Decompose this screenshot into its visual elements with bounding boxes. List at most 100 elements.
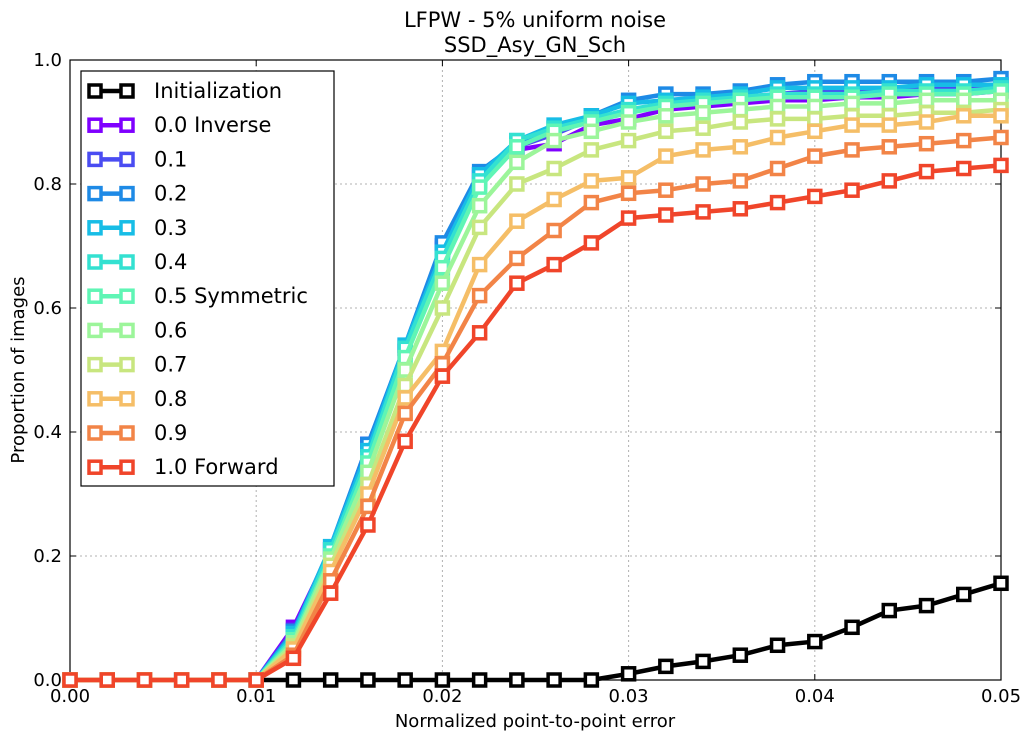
data-point — [769, 194, 786, 211]
y-tick-label: 0.8 — [33, 174, 62, 195]
legend-label: 1.0 Forward — [154, 455, 279, 479]
data-point — [732, 647, 749, 663]
data-point — [956, 160, 972, 177]
y-tick-label: 1.0 — [33, 50, 62, 71]
data-point — [658, 207, 674, 223]
data-point — [807, 123, 823, 140]
data-point — [956, 108, 972, 124]
data-point — [434, 275, 451, 291]
data-point — [583, 194, 600, 211]
data-point — [769, 98, 786, 115]
legend-swatch-marker — [87, 151, 103, 168]
data-point — [322, 585, 339, 601]
data-point — [434, 300, 451, 316]
data-point — [583, 123, 600, 140]
x-tick-label: 0.00 — [50, 686, 90, 707]
data-point — [956, 132, 972, 149]
legend-label: 0.0 Inverse — [154, 113, 271, 137]
data-point — [993, 129, 1009, 146]
data-point — [807, 111, 823, 127]
data-point — [881, 602, 898, 619]
legend-swatch-marker — [119, 391, 135, 407]
data-point — [509, 672, 525, 688]
legend-label: Initialization — [154, 79, 282, 103]
data-point — [732, 201, 749, 217]
data-point — [881, 95, 898, 112]
data-point — [620, 666, 637, 682]
legend-swatch-marker — [119, 83, 135, 99]
data-point — [769, 111, 786, 127]
data-point — [881, 139, 898, 155]
data-point — [285, 672, 302, 688]
data-point — [471, 287, 488, 304]
data-point — [844, 117, 860, 133]
data-point — [509, 176, 525, 192]
legend-swatch-marker — [119, 356, 135, 373]
legend-label: 0.1 — [154, 147, 187, 171]
data-point — [918, 135, 935, 152]
data-point — [471, 256, 488, 273]
data-point — [620, 185, 637, 202]
data-point — [993, 108, 1009, 124]
legend-swatch-marker — [87, 425, 103, 441]
data-point — [620, 210, 637, 226]
legend-swatch-marker — [87, 356, 103, 373]
legend-label: 0.7 — [154, 353, 187, 377]
legend-entry: 0.2 — [87, 182, 187, 206]
data-point — [658, 148, 674, 164]
legend-entry: 0.7 — [87, 353, 187, 377]
legend-entry: Initialization — [87, 79, 282, 103]
data-point — [546, 672, 562, 688]
data-point — [918, 92, 935, 109]
data-point — [211, 672, 227, 688]
data-point — [658, 108, 674, 124]
data-point — [434, 368, 451, 384]
data-point — [695, 204, 711, 220]
data-point — [844, 95, 860, 112]
legend-swatch-marker — [119, 254, 135, 270]
data-point — [695, 104, 711, 121]
data-point — [360, 672, 376, 688]
legend-entry: 0.1 — [87, 147, 187, 171]
data-point — [918, 114, 935, 130]
legend-swatch-marker — [87, 117, 103, 133]
data-point — [918, 597, 935, 614]
x-tick-label: 0.04 — [795, 686, 835, 707]
legend-swatch-marker — [119, 220, 135, 236]
legend-label: 0.9 — [154, 421, 187, 445]
data-point — [732, 114, 749, 130]
data-point — [546, 160, 562, 177]
y-tick-label: 0.2 — [33, 546, 62, 567]
data-point — [732, 173, 749, 189]
data-point — [807, 148, 823, 164]
legend: Initialization 0.0 Inverse 0.1 0.2 0.3 0.4 0.5… — [80, 70, 335, 487]
data-point — [695, 120, 711, 136]
data-point — [807, 98, 823, 115]
data-point — [583, 235, 600, 251]
data-point — [546, 222, 562, 239]
data-point — [769, 637, 786, 654]
data-point — [769, 160, 786, 177]
data-point — [620, 170, 637, 186]
data-point — [248, 672, 264, 688]
data-point — [509, 275, 525, 291]
legend-swatch-marker — [87, 288, 103, 304]
legend-swatch-marker — [87, 185, 103, 202]
data-point — [136, 672, 153, 688]
data-point — [322, 672, 339, 688]
data-point — [397, 405, 413, 422]
data-point — [509, 139, 525, 155]
legend-entry: 0.8 — [87, 387, 187, 411]
legend-swatch-marker — [119, 185, 135, 202]
legend-swatch-marker — [119, 288, 135, 304]
data-point — [881, 173, 898, 189]
y-tick-label: 0.6 — [33, 298, 62, 319]
series-initialization — [62, 575, 1009, 688]
data-point — [956, 92, 972, 109]
legend-swatch-marker — [119, 151, 135, 168]
legend-swatch-marker — [119, 459, 135, 475]
data-point — [546, 191, 562, 208]
chart-title: LFPW - 5% uniform noise — [404, 8, 666, 32]
data-point — [695, 653, 711, 670]
